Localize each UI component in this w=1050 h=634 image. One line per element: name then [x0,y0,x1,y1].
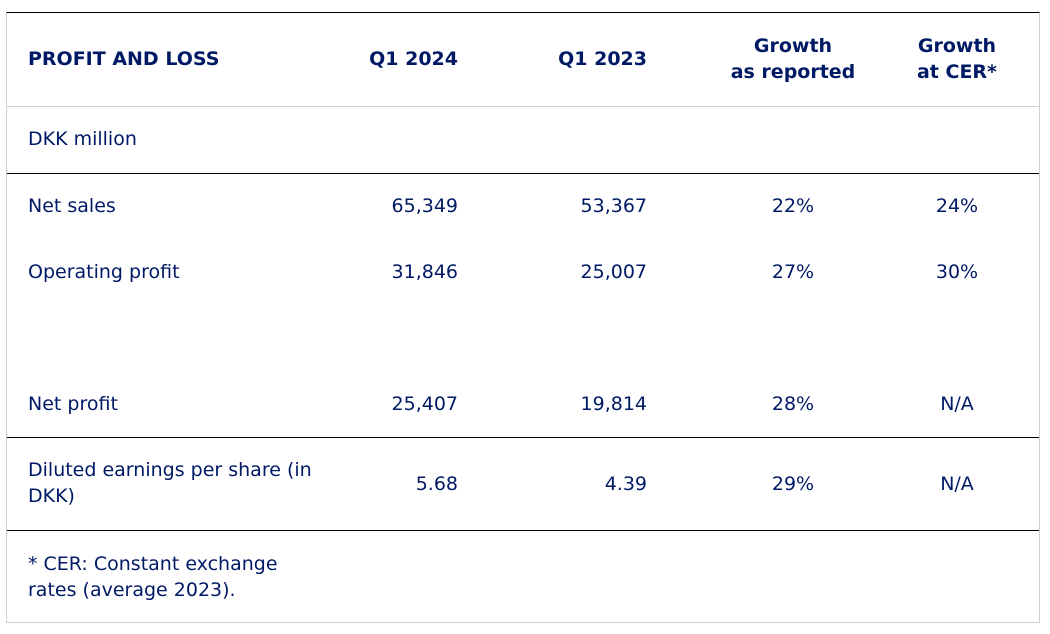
header-growth-reported: Growth as reported [707,33,879,85]
net-profit-divider [7,437,1039,438]
row-growth-value: 22% [771,195,815,217]
row-growth-cer-value: 30% [935,261,979,283]
header-q1-2024: Q1 2024 [369,48,458,70]
header-growth-cer-line2: at CER* [916,61,997,83]
header-divider [7,106,1039,107]
row-q1-2023-value: 25,007 [580,261,647,283]
header-growth-reported-line1: Growth [753,35,833,57]
table-row: Operating profit 31,846 25,007 27% 30% [7,259,1039,287]
row-growth-cer-value: N/A [940,393,974,415]
header-growth-cer-line1: Growth [917,35,997,57]
row-growth-cer-value: 24% [935,195,979,217]
row-growth-value: 27% [771,261,815,283]
row-label: Diluted earnings per share (in DKK) [28,457,312,509]
table-row: Diluted earnings per share (in DKK) 5.68… [7,457,1039,511]
header-growth-cer: Growth at CER* [887,33,1027,85]
row-growth-cer-value: N/A [940,473,974,495]
header-section-title: PROFIT AND LOSS [28,48,220,70]
row-label: Net sales [28,195,116,217]
footnote-line2: rates (average 2023). [28,579,236,601]
unit-divider [7,173,1039,174]
footnote-line1: * CER: Constant exchange [28,553,278,575]
pnl-table: PROFIT AND LOSS Q1 2024 Q1 2023 Growth a… [6,12,1040,623]
header-q1-2023: Q1 2023 [558,48,647,70]
unit-label: DKK million [28,128,137,150]
header-growth-reported-line2: as reported [730,61,856,83]
row-q1-2024-value: 25,407 [391,393,458,415]
table-row: Net sales 65,349 53,367 22% 24% [7,193,1039,221]
row-q1-2024-value: 31,846 [391,261,458,283]
row-q1-2023-value: 19,814 [580,393,647,415]
footnote: * CER: Constant exchange rates (average … [28,551,278,603]
table-row: Net profit 25,407 19,814 28% N/A [7,391,1039,419]
row-growth-value: 29% [771,473,815,495]
table-header-row: PROFIT AND LOSS Q1 2024 Q1 2023 Growth a… [7,13,1039,106]
row-label: Operating profit [28,261,180,283]
row-q1-2024-value: 5.68 [415,473,458,495]
row-q1-2023-value: 53,367 [580,195,647,217]
eps-divider [7,530,1039,531]
row-label-line1: Diluted earnings per share (in [28,459,312,481]
row-q1-2024-value: 65,349 [391,195,458,217]
row-q1-2023-value: 4.39 [604,473,647,495]
row-label-line2: DKK) [28,485,75,507]
row-label: Net profit [28,393,118,415]
row-growth-value: 28% [771,393,815,415]
